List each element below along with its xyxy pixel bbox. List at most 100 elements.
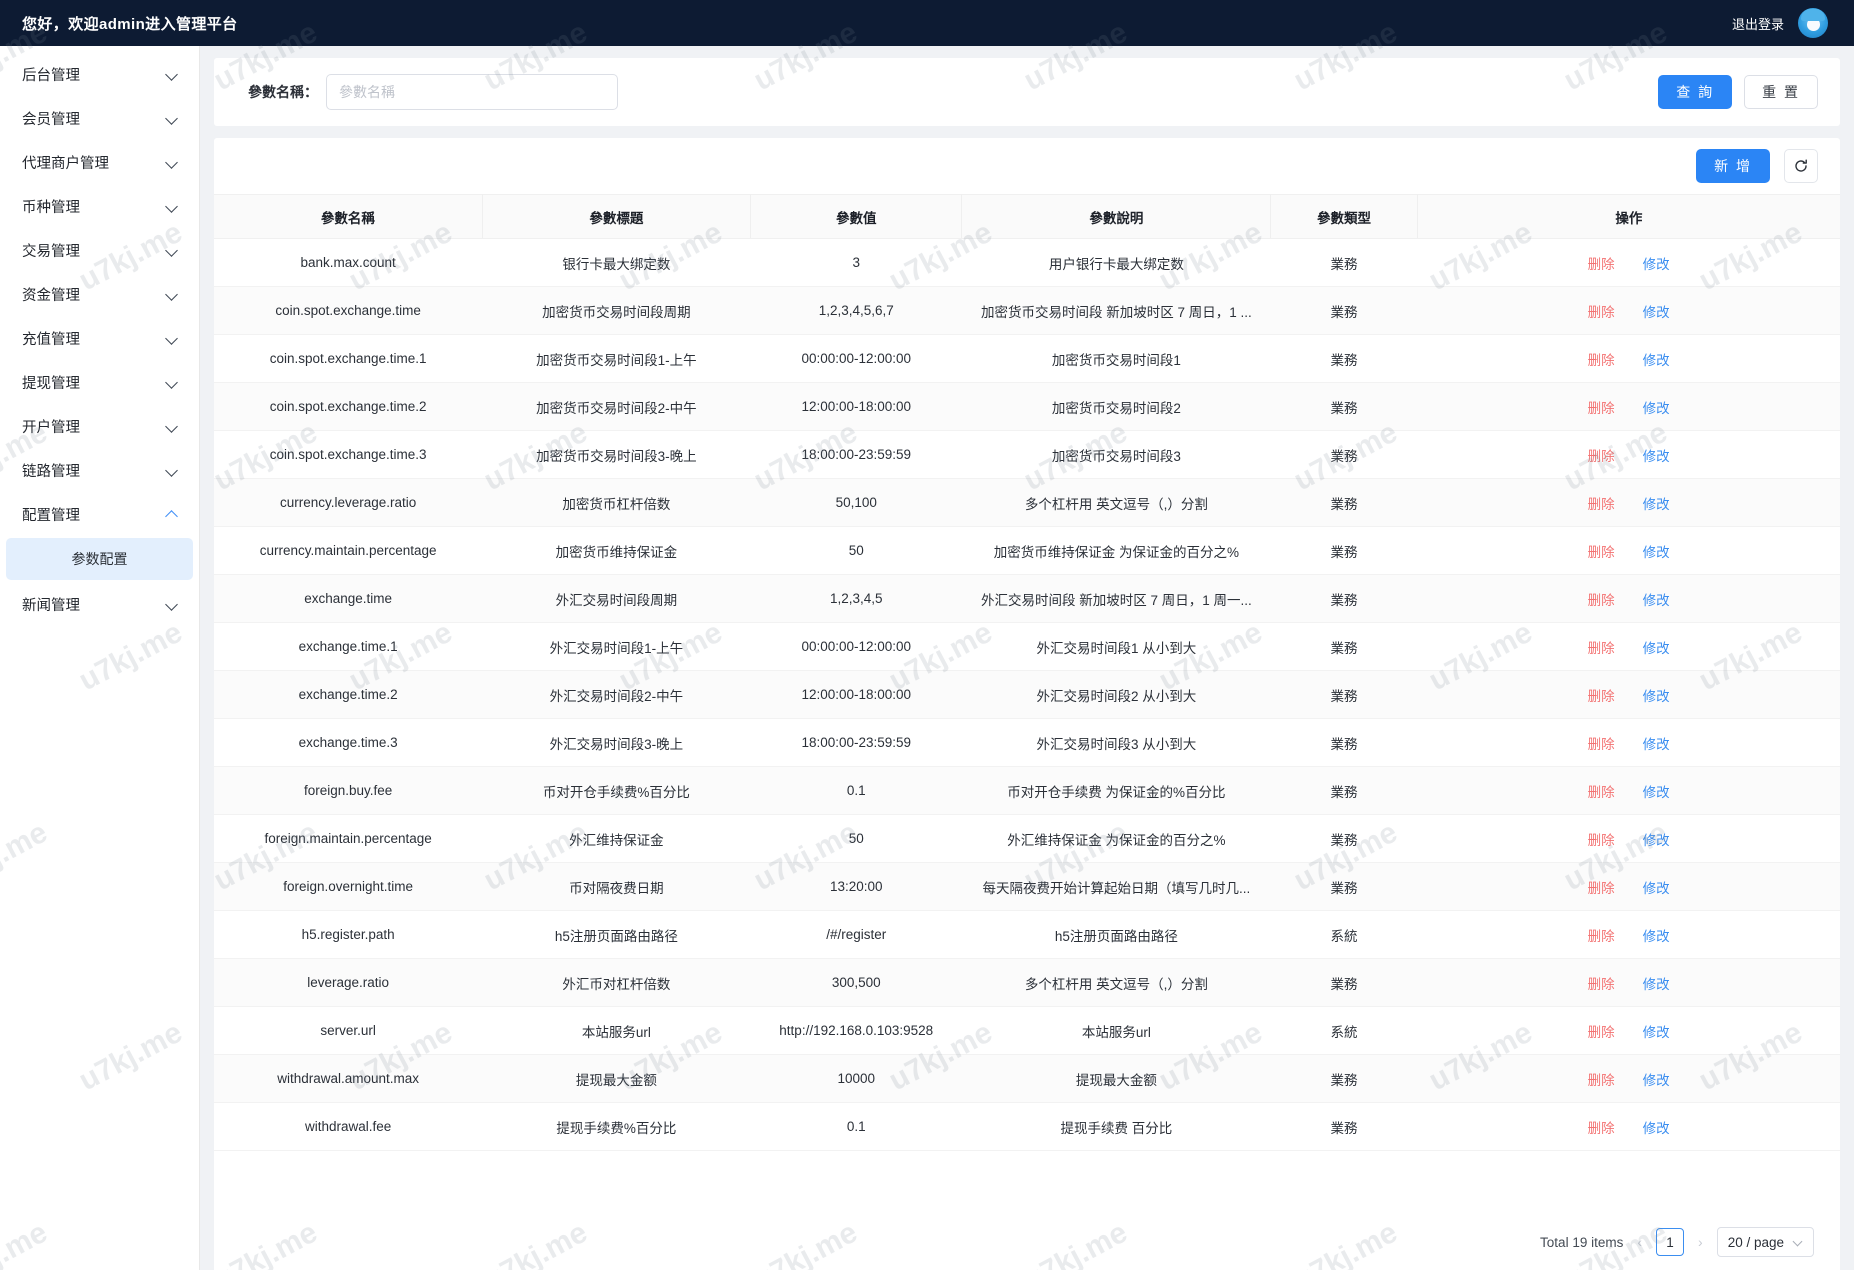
cell-param-type: 業務 (1270, 574, 1418, 623)
edit-link[interactable]: 修改 (1642, 400, 1670, 416)
delete-link[interactable]: 删除 (1587, 784, 1615, 800)
table-row: coin.spot.exchange.time 加密货币交易时间段周期 1,2,3,… (214, 286, 1840, 335)
delete-link[interactable]: 删除 (1587, 1120, 1615, 1136)
edit-link[interactable]: 修改 (1642, 592, 1670, 608)
delete-link[interactable]: 删除 (1587, 400, 1615, 416)
cell-param-value: 50 (750, 526, 962, 575)
sidebar-item-main-1[interactable]: 会员管理 (0, 96, 199, 140)
delete-link[interactable]: 删除 (1587, 976, 1615, 992)
cell-operations: 删除 修改 (1417, 910, 1840, 959)
edit-link[interactable]: 修改 (1642, 784, 1670, 800)
search-input[interactable] (326, 74, 618, 110)
sidebar-item-main-6[interactable]: 充值管理 (0, 316, 199, 360)
edit-link[interactable]: 修改 (1642, 736, 1670, 752)
delete-link[interactable]: 删除 (1587, 1024, 1615, 1040)
edit-link[interactable]: 修改 (1642, 352, 1670, 368)
delete-link[interactable]: 删除 (1587, 640, 1615, 656)
sidebar-item-main-0[interactable]: 后台管理 (0, 52, 199, 96)
cell-param-desc: 加密货币维持保证金 为保证金的百分之% (961, 526, 1271, 575)
chevron-left-icon[interactable]: ‹ (1637, 1234, 1643, 1250)
delete-link[interactable]: 删除 (1587, 880, 1615, 896)
table-row: coin.spot.exchange.time.1 加密货币交易时间段1-上午 00… (214, 334, 1840, 383)
table-body: bank.max.count 银行卡最大绑定数 3 用户银行卡最大绑定数 業務 删除 修改 c… (214, 238, 1840, 1151)
sidebar-item-main-2[interactable]: 代理商户管理 (0, 140, 199, 184)
page-size-select[interactable]: 20 / page (1716, 1227, 1814, 1257)
cell-param-desc: 提现手续费 百分比 (961, 1102, 1271, 1151)
edit-link[interactable]: 修改 (1642, 832, 1670, 848)
sidebar-item-main-7[interactable]: 提现管理 (0, 360, 199, 404)
delete-link[interactable]: 删除 (1587, 256, 1615, 272)
query-button[interactable]: 查 詢 (1658, 75, 1733, 109)
cell-param-desc: 外汇交易时间段3 从小到大 (961, 718, 1271, 767)
sidebar-item-main-8[interactable]: 开户管理 (0, 404, 199, 448)
pagination: Total 19 items ‹ 1 › 20 / page (214, 1214, 1840, 1270)
cell-param-title: 本站服务url (482, 1006, 751, 1055)
page-number-1[interactable]: 1 (1656, 1228, 1685, 1256)
reset-button[interactable]: 重 置 (1744, 75, 1818, 109)
edit-link[interactable]: 修改 (1642, 688, 1670, 704)
user-avatar-icon[interactable] (1798, 8, 1828, 38)
cell-param-type: 業務 (1270, 862, 1418, 911)
cell-operations: 删除 修改 (1417, 862, 1840, 911)
avatar-face (1806, 18, 1820, 31)
edit-link[interactable]: 修改 (1642, 496, 1670, 512)
sidebar-item-main-3[interactable]: 币种管理 (0, 184, 199, 228)
edit-link[interactable]: 修改 (1642, 304, 1670, 320)
table-row: withdrawal.fee 提现手续费%百分比 0.1 提现手续费 百分比 業務 删除 修… (214, 1102, 1840, 1151)
edit-link[interactable]: 修改 (1642, 880, 1670, 896)
sidebar-item-label: 会员管理 (22, 111, 80, 128)
delete-link[interactable]: 删除 (1587, 928, 1615, 944)
delete-link[interactable]: 删除 (1587, 1072, 1615, 1088)
table-header-2: 參數值 (750, 194, 963, 239)
edit-link[interactable]: 修改 (1642, 256, 1670, 272)
sidebar-item-label: 币种管理 (22, 199, 80, 216)
cell-param-title: 银行卡最大绑定数 (482, 238, 751, 287)
table-row: currency.leverage.ratio 加密货币杠杆倍数 50,100 多个杠… (214, 478, 1840, 527)
sidebar-item-parameter-config[interactable]: 参数配置 (6, 538, 193, 580)
delete-link[interactable]: 删除 (1587, 736, 1615, 752)
sidebar-menu-bottom: 新闻管理 (0, 582, 199, 626)
edit-link[interactable]: 修改 (1642, 1024, 1670, 1040)
sidebar-item-label: 开户管理 (22, 419, 80, 436)
edit-link[interactable]: 修改 (1642, 640, 1670, 656)
table-header-row: 參數名稱 參數標題 參數值 參數說明 參數類型 操作 (214, 194, 1840, 239)
edit-link[interactable]: 修改 (1642, 928, 1670, 944)
logout-button[interactable]: 退出登录 (1731, 16, 1784, 32)
edit-link[interactable]: 修改 (1642, 1072, 1670, 1088)
delete-link[interactable]: 删除 (1587, 544, 1615, 560)
cell-param-value: 00:00:00-12:00:00 (750, 622, 962, 671)
delete-link[interactable]: 删除 (1587, 448, 1615, 464)
delete-link[interactable]: 删除 (1587, 352, 1615, 368)
sidebar-item-main-5[interactable]: 资金管理 (0, 272, 199, 316)
sidebar-item-label: 配置管理 (22, 507, 80, 524)
delete-link[interactable]: 删除 (1587, 592, 1615, 608)
sidebar-item-extra-0[interactable]: 新闻管理 (0, 582, 199, 626)
delete-link[interactable]: 删除 (1587, 304, 1615, 320)
chevron-right-icon[interactable]: › (1698, 1234, 1703, 1250)
delete-link[interactable]: 删除 (1587, 832, 1615, 848)
cell-param-type: 業務 (1270, 238, 1418, 287)
sidebar-item-main-10[interactable]: 配置管理 (0, 492, 199, 536)
edit-link[interactable]: 修改 (1642, 976, 1670, 992)
chevron-down-icon (1794, 1238, 1803, 1247)
cell-param-title: 加密货币交易时间段2-中午 (482, 382, 751, 431)
cell-param-type: 業務 (1270, 622, 1418, 671)
sidebar-item-main-9[interactable]: 链路管理 (0, 448, 199, 492)
edit-link[interactable]: 修改 (1642, 544, 1670, 560)
chevron-down-icon (165, 419, 179, 433)
cell-param-type: 業務 (1270, 334, 1418, 383)
cell-param-title: 外汇交易时间段周期 (482, 574, 751, 623)
sidebar-item-main-4[interactable]: 交易管理 (0, 228, 199, 272)
edit-link[interactable]: 修改 (1642, 1120, 1670, 1136)
edit-link[interactable]: 修改 (1642, 448, 1670, 464)
add-button[interactable]: 新 增 (1696, 149, 1770, 183)
cell-param-desc: 外汇交易时间段1 从小到大 (961, 622, 1271, 671)
cell-param-name: server.url (214, 1006, 483, 1055)
delete-link[interactable]: 删除 (1587, 496, 1615, 512)
delete-link[interactable]: 删除 (1587, 688, 1615, 704)
refresh-icon[interactable] (1784, 149, 1818, 183)
table-row: bank.max.count 银行卡最大绑定数 3 用户银行卡最大绑定数 業務 删除 修改 (214, 238, 1840, 287)
search-panel: 參數名稱： 查 詢 重 置 (214, 58, 1840, 126)
cell-param-value: 10000 (750, 1054, 962, 1103)
total-items-label: Total 19 items (1540, 1234, 1624, 1250)
